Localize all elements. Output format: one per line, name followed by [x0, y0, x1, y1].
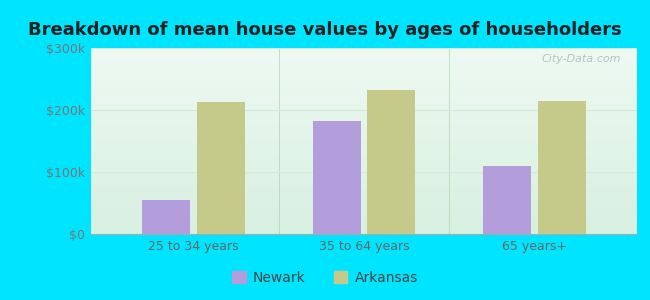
Bar	[538, 101, 586, 234]
Text: Breakdown of mean house values by ages of householders: Breakdown of mean house values by ages o…	[28, 21, 622, 39]
Bar	[367, 90, 415, 234]
Text: City-Data.com: City-Data.com	[541, 54, 621, 64]
Legend: Newark, Arkansas: Newark, Arkansas	[227, 265, 423, 290]
Bar	[484, 166, 531, 234]
Bar	[142, 200, 190, 234]
Bar	[197, 102, 244, 234]
Bar	[313, 121, 361, 234]
